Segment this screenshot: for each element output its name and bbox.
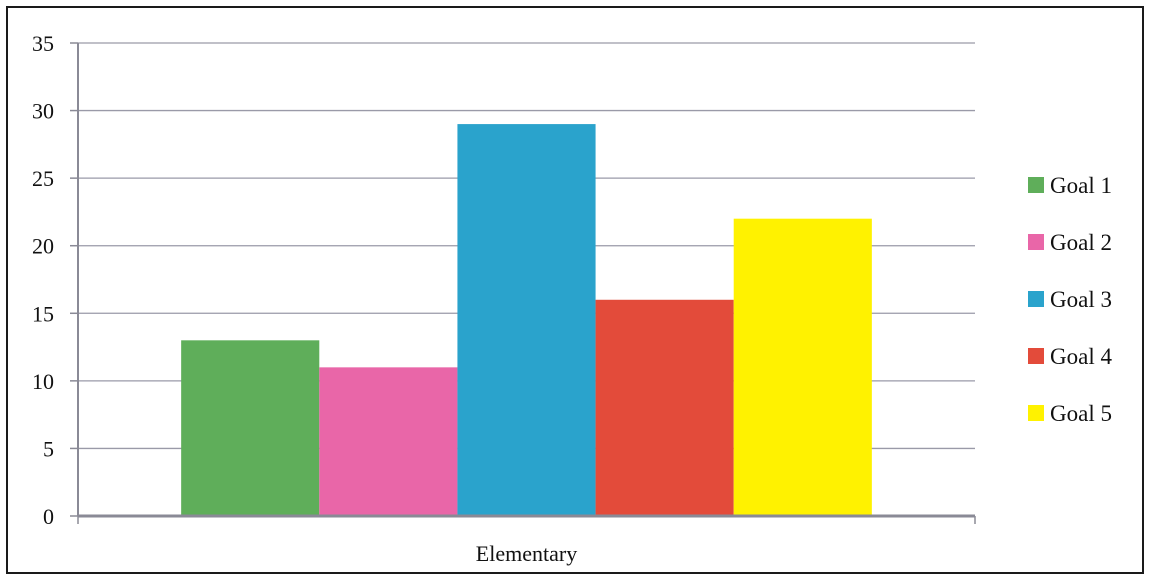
bar-goal-5	[733, 218, 872, 516]
y-tick-label: 0	[43, 504, 54, 529]
y-tick-label: 15	[32, 301, 54, 326]
bar-goal-2	[319, 367, 458, 516]
y-axis-ticks: 0 5 10 15 20 25 30 35	[32, 31, 78, 529]
legend-swatch	[1028, 234, 1044, 250]
legend-label: Goal 5	[1050, 401, 1112, 426]
bars	[181, 124, 872, 516]
legend-swatch	[1028, 291, 1044, 307]
legend-swatch	[1028, 177, 1044, 193]
bar-goal-4	[595, 299, 734, 516]
y-tick-label: 5	[43, 436, 54, 461]
y-tick-label: 10	[32, 369, 54, 394]
x-axis-labels: Elementary	[476, 541, 577, 566]
legend-label: Goal 1	[1050, 173, 1112, 198]
bar-goal-3	[457, 124, 596, 516]
legend-label: Goal 4	[1050, 344, 1112, 369]
axes	[77, 43, 976, 524]
y-tick-label: 25	[32, 166, 54, 191]
bar-goal-1	[181, 340, 320, 516]
x-category-label: Elementary	[476, 541, 577, 566]
legend: Goal 1 Goal 2 Goal 3 Goal 4 Goal 5	[1028, 173, 1112, 426]
y-tick-label: 20	[32, 234, 54, 259]
y-tick-label: 35	[32, 31, 54, 56]
legend-swatch	[1028, 348, 1044, 364]
legend-swatch	[1028, 405, 1044, 421]
legend-label: Goal 3	[1050, 287, 1112, 312]
legend-label: Goal 2	[1050, 230, 1112, 255]
y-tick-label: 30	[32, 99, 54, 124]
